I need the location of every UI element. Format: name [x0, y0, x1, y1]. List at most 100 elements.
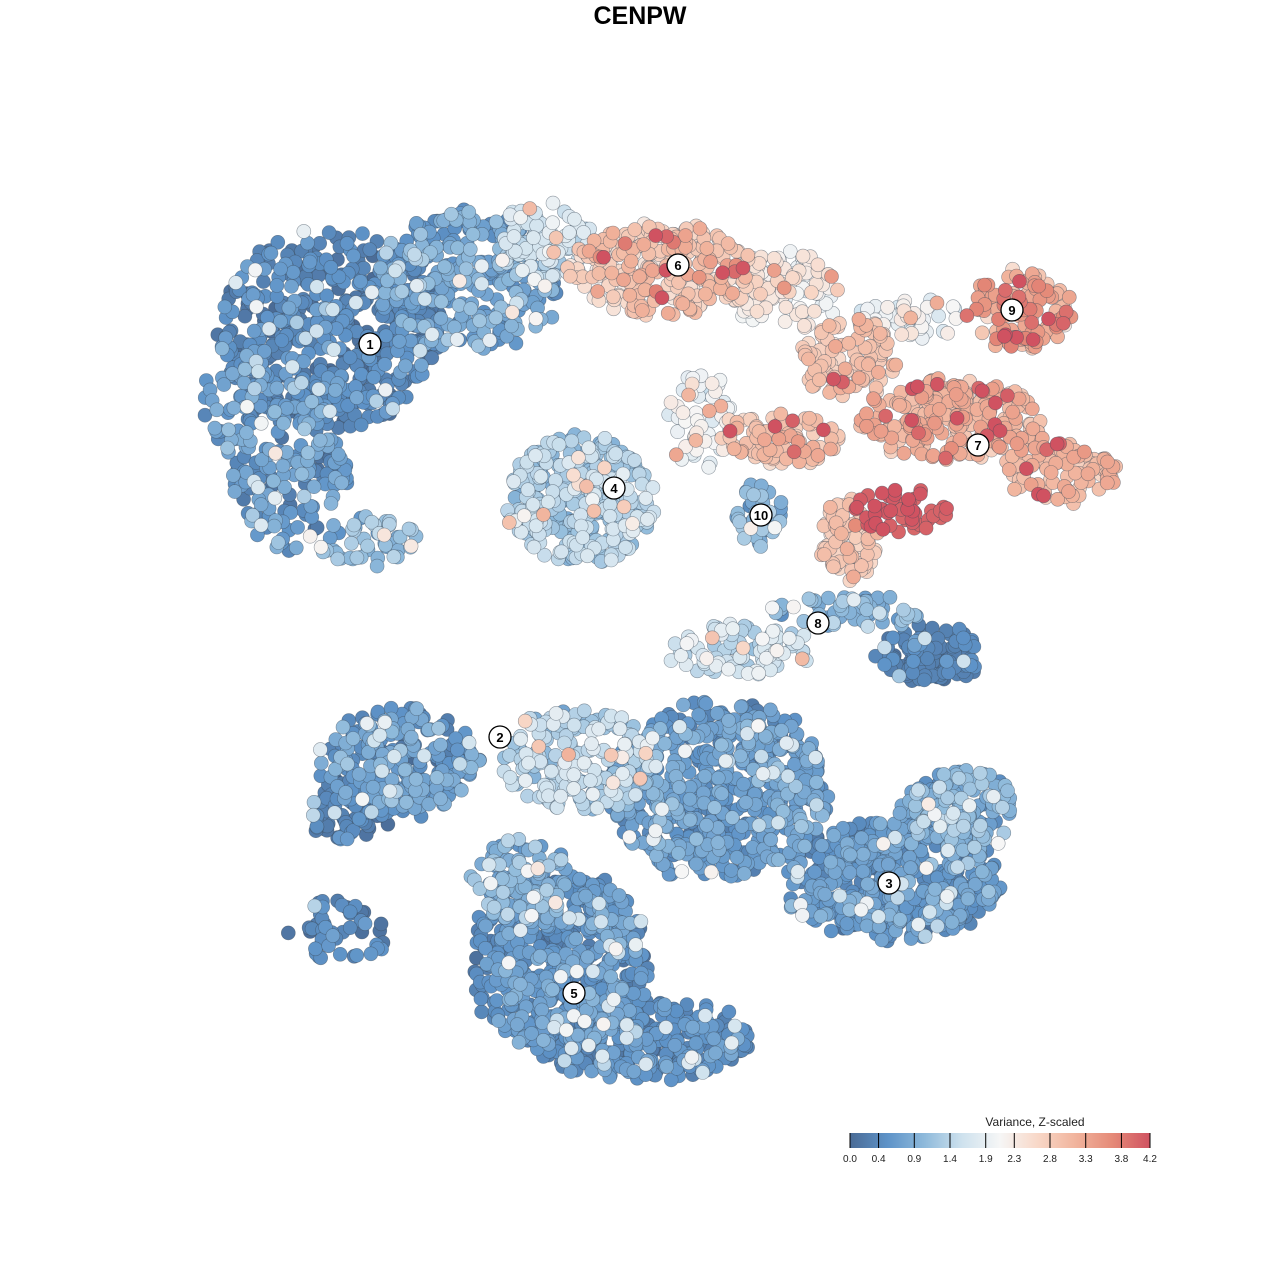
cell-point	[553, 788, 569, 804]
cell-point	[546, 1020, 562, 1035]
cell-point	[364, 804, 379, 820]
cell-point	[488, 214, 504, 230]
cell-point	[738, 795, 754, 810]
cell-point	[409, 701, 425, 717]
cell-point	[288, 540, 304, 556]
cell-point	[810, 257, 826, 273]
cell-point	[797, 838, 813, 854]
cell-point	[706, 1031, 722, 1047]
cell-point	[602, 508, 618, 524]
cell-point	[228, 275, 244, 290]
cell-point	[872, 605, 887, 621]
cell-point	[302, 254, 318, 270]
cell-point	[729, 850, 745, 865]
cell-point	[721, 661, 736, 677]
cell-point	[530, 861, 546, 876]
cell-point	[359, 716, 375, 731]
cell-point	[853, 902, 869, 918]
cell-point	[220, 440, 235, 456]
cell-point	[554, 544, 569, 560]
cell-point	[576, 703, 592, 719]
cell-point	[548, 895, 563, 910]
cell-point	[769, 643, 785, 658]
cell-point	[349, 550, 365, 566]
cell-point	[516, 508, 532, 524]
cell-point	[239, 425, 254, 440]
cell-point	[842, 847, 858, 863]
cell-point	[433, 294, 449, 310]
cell-point	[605, 775, 621, 791]
cell-point	[413, 357, 429, 373]
cell-point	[515, 263, 530, 278]
cell-point	[465, 227, 481, 242]
cell-point	[345, 731, 361, 746]
cell-point	[433, 737, 448, 753]
cell-point	[578, 888, 594, 904]
cell-point	[308, 941, 323, 957]
cell-point	[355, 226, 370, 241]
cell-point	[300, 445, 316, 461]
cell-point	[951, 770, 967, 786]
cell-point	[458, 261, 474, 277]
cell-point	[551, 437, 567, 452]
cell-point	[892, 805, 908, 821]
cell-point	[344, 535, 359, 551]
cell-point	[854, 830, 869, 846]
cell-point	[721, 713, 736, 728]
cell-point	[561, 910, 577, 926]
cell-point	[403, 729, 419, 745]
cell-point	[628, 937, 644, 953]
cell-point	[449, 332, 465, 347]
cell-point	[1000, 783, 1015, 799]
cell-point	[342, 904, 358, 920]
cell-point	[733, 699, 749, 715]
cell-point	[603, 552, 619, 568]
cell-point	[736, 776, 751, 792]
cell-point	[553, 969, 569, 985]
cell-point	[403, 538, 419, 554]
cell-point	[250, 480, 266, 495]
cell-point	[649, 848, 664, 864]
cell-point	[461, 204, 477, 220]
cell-point	[450, 240, 465, 256]
cell-point	[374, 763, 390, 779]
cell-point	[595, 1048, 610, 1064]
cell-point	[859, 918, 875, 934]
cell-point	[940, 843, 956, 858]
cell-point	[597, 430, 613, 446]
cell-point	[473, 991, 489, 1007]
cell-point	[813, 908, 829, 924]
cell-point	[340, 756, 355, 772]
cell-point	[956, 653, 971, 669]
cell-point	[249, 299, 264, 315]
cell-point	[246, 323, 262, 339]
cell-point	[638, 490, 654, 506]
cell-point	[525, 497, 541, 512]
cell-point	[619, 1017, 635, 1033]
cell-point	[755, 766, 771, 782]
cell-point	[566, 467, 581, 483]
cell-point	[474, 258, 490, 274]
cell-point	[500, 833, 516, 849]
cell-point	[545, 982, 560, 997]
cell-point	[781, 630, 797, 646]
cell-point	[572, 871, 587, 887]
cell-point	[569, 964, 585, 979]
cell-point	[564, 433, 579, 449]
cell-point	[846, 592, 862, 608]
cell-point	[311, 381, 327, 397]
cell-point	[580, 949, 596, 965]
cell-point	[365, 779, 381, 795]
cell-point	[385, 401, 401, 417]
cell-point	[751, 818, 767, 833]
cell-point	[674, 864, 690, 879]
cell-point	[809, 797, 824, 813]
cell-point	[921, 796, 936, 812]
cell-point	[509, 1017, 525, 1032]
cell-point	[688, 856, 704, 872]
cell-point	[571, 450, 586, 465]
cell-point	[307, 898, 323, 914]
cell-point	[474, 276, 490, 292]
cell-point	[967, 839, 982, 855]
